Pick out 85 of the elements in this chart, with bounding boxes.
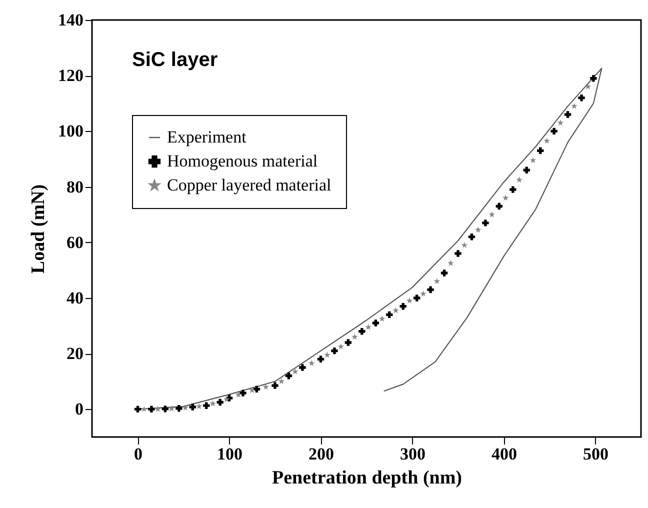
point [427,286,434,294]
y-tick-label: 60 [66,232,84,252]
x-tick-label: 0 [134,444,142,464]
point [584,83,592,90]
point [196,403,202,410]
point [571,102,578,109]
x-tick-label: 100 [217,444,242,464]
x-tick-label: 200 [308,444,334,464]
point [590,75,597,82]
point [134,406,142,413]
legend-label: Experiment [167,128,247,146]
y-tick-label: 40 [66,288,84,308]
point [216,398,224,406]
legend-label: Copper layered material [167,176,332,194]
x-tick-label: 400 [492,444,517,464]
point [447,260,454,266]
point [474,226,482,233]
point [488,211,496,218]
x-tick-label: 300 [400,444,426,464]
point [482,220,489,226]
point [406,297,413,304]
point [523,166,530,174]
x-tick-label: 500 [583,444,608,464]
point [154,406,162,412]
point [168,405,175,412]
point [285,372,292,380]
point [530,157,536,164]
point [189,404,196,410]
point [544,138,550,144]
legend-label: Homogenous material [167,152,318,170]
point [358,328,366,335]
point [420,290,426,297]
x-axis-title: Penetration depth (nm) [272,468,462,488]
point [372,320,380,326]
point [162,406,169,412]
point [400,302,406,310]
point [235,391,242,398]
point [262,384,270,390]
point [434,278,440,284]
y-tick-label: 80 [66,177,84,196]
point [324,352,330,358]
point [331,347,338,354]
point [413,294,420,302]
point [578,94,585,102]
point [278,378,285,384]
point [210,400,216,406]
point [292,368,298,374]
point [338,343,344,350]
point [496,202,503,210]
point [386,311,393,318]
y-tick-label: 100 [58,122,84,141]
point [468,233,476,240]
point [182,404,189,411]
point [550,128,558,135]
point [176,405,182,412]
y-axis-title: Load (mN) [28,184,49,274]
point [557,120,564,126]
y-tick-label: 140 [58,10,84,30]
point [365,324,372,330]
point [272,382,278,389]
point [308,360,315,366]
y-tick-label: 20 [66,344,84,364]
annotation: SiC layer [132,49,218,71]
point [461,242,468,248]
point [299,364,306,371]
point [240,390,246,396]
y-tick-label: 0 [75,400,84,419]
point [392,307,399,314]
point [536,147,544,154]
point [203,402,210,409]
point [344,339,352,346]
point [564,111,572,118]
point [516,176,522,183]
point [454,250,462,257]
point [148,406,155,413]
point [248,386,256,394]
point [351,334,358,340]
point [378,315,386,322]
point [317,356,324,363]
point [510,186,516,193]
point [502,194,509,201]
y-tick-label: 120 [58,66,84,86]
point [440,270,448,276]
point [223,396,230,402]
point [140,406,148,412]
